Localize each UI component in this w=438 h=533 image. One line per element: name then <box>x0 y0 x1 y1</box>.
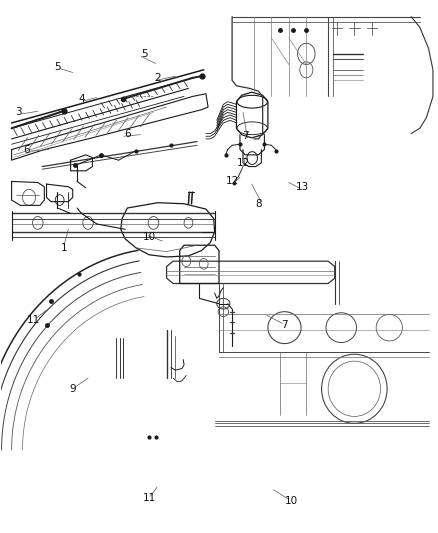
Text: 8: 8 <box>255 199 261 209</box>
Text: 7: 7 <box>242 131 248 141</box>
Text: 10: 10 <box>143 232 155 243</box>
Text: 7: 7 <box>281 320 288 330</box>
Text: 9: 9 <box>69 384 76 394</box>
Text: 3: 3 <box>15 107 21 117</box>
Text: 13: 13 <box>295 182 309 192</box>
Text: 5: 5 <box>141 49 148 59</box>
Text: 12: 12 <box>226 176 239 187</box>
Text: 11: 11 <box>27 314 40 325</box>
Text: 6: 6 <box>24 144 30 155</box>
Text: 10: 10 <box>284 496 297 506</box>
Text: 12: 12 <box>237 158 250 168</box>
Text: 4: 4 <box>78 94 85 104</box>
Text: 1: 1 <box>61 243 67 253</box>
Text: 6: 6 <box>124 128 131 139</box>
Text: 11: 11 <box>142 492 156 503</box>
Text: 2: 2 <box>155 73 161 83</box>
Text: 5: 5 <box>54 62 61 72</box>
